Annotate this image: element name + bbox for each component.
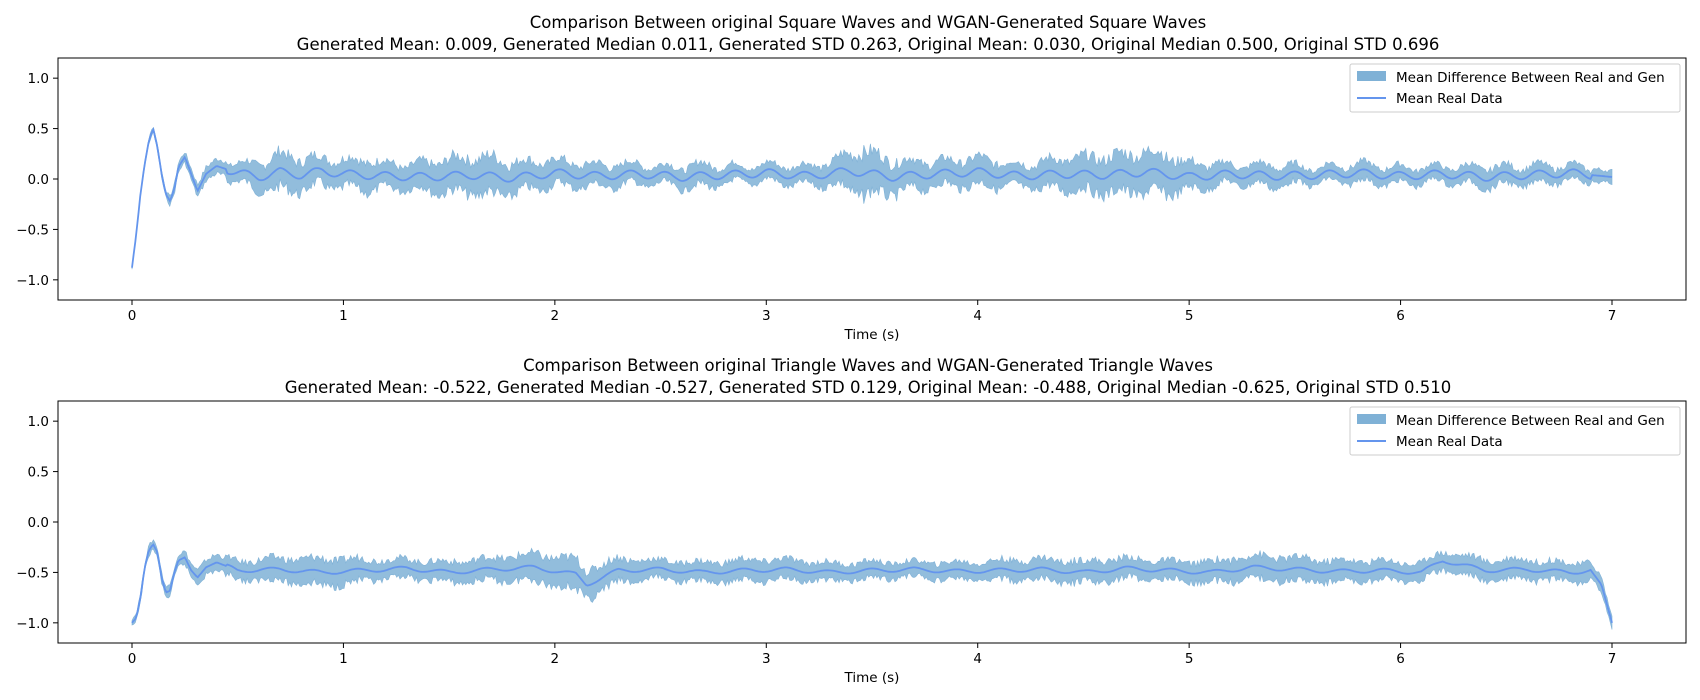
- plot-content: [131, 539, 1613, 630]
- legend-label-band: Mean Difference Between Real and Gen: [1396, 70, 1665, 86]
- y-tick-label: 0.5: [28, 465, 49, 481]
- x-axis-ticks: 0 1 2 3 4 5 6 7: [128, 643, 1617, 667]
- chart-subtitle: Generated Mean: 0.009, Generated Median …: [297, 35, 1440, 54]
- x-tick-label: 6: [1396, 308, 1405, 324]
- x-tick-label: 0: [128, 308, 137, 324]
- y-axis-ticks: −1.0 −0.5 0.0 0.5 1.0: [16, 414, 58, 632]
- chart-subtitle: Generated Mean: -0.522, Generated Median…: [285, 378, 1452, 397]
- y-axis-ticks: −1.0 −0.5 0.0 0.5 1.0: [16, 71, 58, 289]
- x-tick-label: 4: [973, 651, 982, 667]
- x-tick-label: 6: [1396, 651, 1405, 667]
- x-tick-label: 3: [762, 308, 771, 324]
- y-tick-label: 1.0: [28, 414, 49, 430]
- chart-title: Comparison Between original Square Waves…: [530, 13, 1206, 32]
- x-tick-label: 1: [339, 651, 348, 667]
- legend-swatch-band: [1357, 414, 1386, 424]
- x-tick-label: 7: [1608, 651, 1617, 667]
- panel-triangle-waves: Comparison Between original Triangle Wav…: [16, 356, 1687, 686]
- y-tick-label: 1.0: [28, 71, 49, 87]
- difference-band: [131, 539, 1613, 630]
- x-tick-label: 2: [551, 308, 560, 324]
- x-tick-label: 0: [128, 651, 137, 667]
- x-tick-label: 2: [551, 651, 560, 667]
- x-tick-label: 4: [973, 308, 982, 324]
- y-tick-label: −0.5: [16, 222, 49, 238]
- y-tick-label: −0.5: [16, 565, 49, 581]
- x-tick-label: 7: [1608, 308, 1617, 324]
- y-tick-label: −1.0: [16, 616, 49, 632]
- plot-content: [131, 126, 1613, 270]
- legend-swatch-band: [1357, 71, 1386, 81]
- x-axis-ticks: 0 1 2 3 4 5 6 7: [128, 300, 1617, 324]
- x-axis-label: Time (s): [844, 670, 900, 686]
- x-tick-label: 3: [762, 651, 771, 667]
- difference-band: [131, 126, 1613, 270]
- legend: Mean Difference Between Real and Gen Mea…: [1349, 406, 1681, 456]
- mean-real-data-line: [131, 127, 1613, 268]
- legend: Mean Difference Between Real and Gen Mea…: [1349, 63, 1681, 113]
- y-tick-label: −1.0: [16, 273, 49, 289]
- legend-label-band: Mean Difference Between Real and Gen: [1396, 413, 1665, 429]
- chart-title: Comparison Between original Triangle Wav…: [523, 356, 1213, 375]
- legend-label-line: Mean Real Data: [1396, 91, 1503, 107]
- x-tick-label: 5: [1185, 651, 1194, 667]
- x-tick-label: 1: [339, 308, 348, 324]
- y-tick-label: 0.5: [28, 122, 49, 138]
- legend-box: [1349, 406, 1681, 456]
- x-axis-label: Time (s): [844, 327, 900, 343]
- mean-real-data-line: [131, 543, 1613, 624]
- x-tick-label: 5: [1185, 308, 1194, 324]
- legend-box: [1349, 63, 1681, 113]
- y-tick-label: 0.0: [28, 515, 49, 531]
- y-tick-label: 0.0: [28, 172, 49, 188]
- panel-square-waves: Comparison Between original Square Waves…: [16, 13, 1687, 343]
- legend-label-line: Mean Real Data: [1396, 434, 1503, 450]
